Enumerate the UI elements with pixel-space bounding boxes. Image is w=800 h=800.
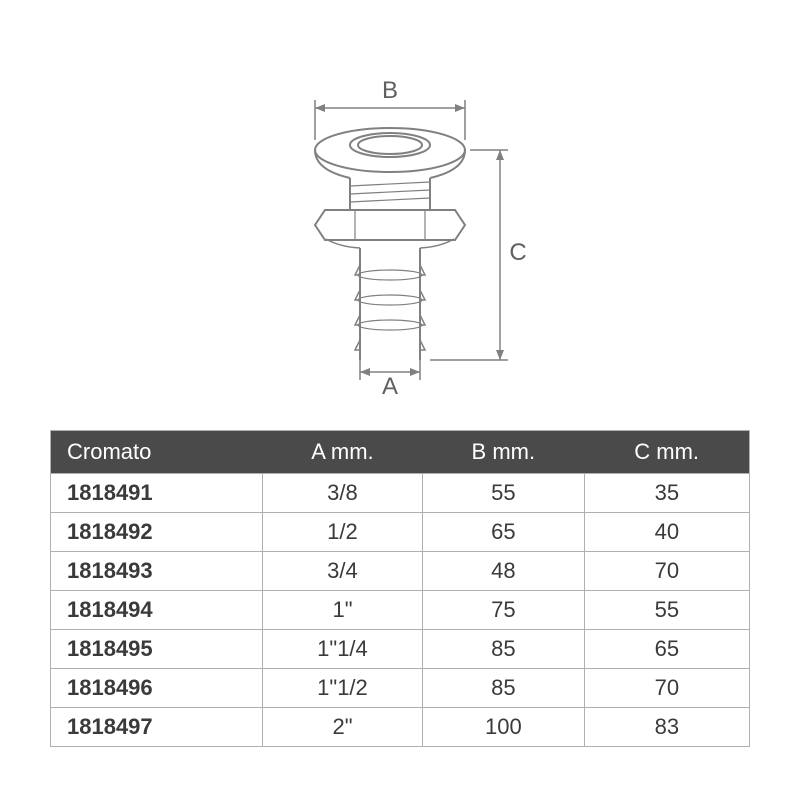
label-b: B [382, 77, 398, 104]
table-body: 1818491 3/8 55 35 1818492 1/2 65 40 1818… [51, 474, 750, 747]
cell-code: 1818495 [51, 630, 263, 669]
cell-a: 1" [263, 591, 423, 630]
cell-c: 40 [584, 513, 749, 552]
specifications-table: Cromato A mm. B mm. C mm. 1818491 3/8 55… [50, 430, 750, 747]
cell-b: 100 [422, 708, 584, 747]
dimension-b: B [315, 77, 465, 140]
cell-a: 1"1/4 [263, 630, 423, 669]
cell-b: 75 [422, 591, 584, 630]
cell-code: 1818496 [51, 669, 263, 708]
fitting-diagram-svg: B [240, 60, 560, 400]
cell-c: 70 [584, 669, 749, 708]
table-row: 1818493 3/4 48 70 [51, 552, 750, 591]
cell-a: 3/8 [263, 474, 423, 513]
table-row: 1818496 1"1/2 85 70 [51, 669, 750, 708]
cell-b: 85 [422, 669, 584, 708]
label-a: A [382, 373, 398, 400]
cell-code: 1818497 [51, 708, 263, 747]
cell-b: 65 [422, 513, 584, 552]
table-row: 1818492 1/2 65 40 [51, 513, 750, 552]
cell-code: 1818493 [51, 552, 263, 591]
col-header-c: C mm. [584, 431, 749, 474]
cell-c: 83 [584, 708, 749, 747]
col-header-b: B mm. [422, 431, 584, 474]
cell-c: 70 [584, 552, 749, 591]
cell-code: 1818492 [51, 513, 263, 552]
cell-a: 1"1/2 [263, 669, 423, 708]
label-c: C [509, 239, 526, 266]
dimension-a: A [360, 360, 420, 400]
cell-c: 65 [584, 630, 749, 669]
cell-b: 55 [422, 474, 584, 513]
technical-diagram: B [0, 0, 800, 420]
table-row: 1818494 1" 75 55 [51, 591, 750, 630]
col-header-a: A mm. [263, 431, 423, 474]
cell-a: 1/2 [263, 513, 423, 552]
cell-code: 1818491 [51, 474, 263, 513]
cell-a: 3/4 [263, 552, 423, 591]
cell-c: 55 [584, 591, 749, 630]
table-row: 1818491 3/8 55 35 [51, 474, 750, 513]
table-row: 1818495 1"1/4 85 65 [51, 630, 750, 669]
specifications-table-container: Cromato A mm. B mm. C mm. 1818491 3/8 55… [50, 430, 750, 747]
cell-a: 2" [263, 708, 423, 747]
dimension-c: C [430, 150, 527, 360]
fitting-body [315, 128, 465, 360]
table-row: 1818497 2" 100 83 [51, 708, 750, 747]
cell-code: 1818494 [51, 591, 263, 630]
cell-c: 35 [584, 474, 749, 513]
cell-b: 85 [422, 630, 584, 669]
cell-b: 48 [422, 552, 584, 591]
col-header-cromato: Cromato [51, 431, 263, 474]
table-header-row: Cromato A mm. B mm. C mm. [51, 431, 750, 474]
